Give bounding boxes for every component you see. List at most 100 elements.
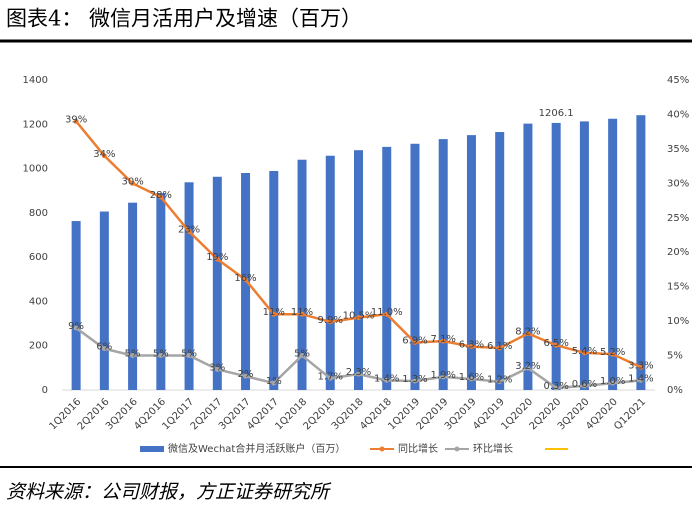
point bbox=[497, 345, 503, 351]
point bbox=[130, 180, 136, 186]
data-label: 1.4% bbox=[374, 373, 399, 384]
point bbox=[525, 365, 531, 371]
bar bbox=[269, 171, 279, 390]
point bbox=[299, 353, 305, 359]
data-label: 1.2% bbox=[487, 375, 512, 386]
point bbox=[186, 353, 192, 359]
data-label: 5% bbox=[125, 349, 141, 360]
point bbox=[186, 229, 192, 235]
y-tick-label: 800 bbox=[29, 208, 48, 219]
point bbox=[356, 371, 361, 377]
point bbox=[638, 364, 644, 370]
bar bbox=[636, 115, 646, 390]
data-label: 7.1% bbox=[431, 334, 456, 345]
y2-tick-label: 30% bbox=[667, 178, 689, 189]
point bbox=[130, 353, 136, 359]
bar bbox=[297, 159, 307, 390]
data-label: 1.7% bbox=[318, 371, 343, 382]
bar bbox=[438, 139, 448, 390]
bar bbox=[579, 121, 589, 391]
point bbox=[243, 277, 249, 283]
y2-tick-label: 20% bbox=[667, 247, 689, 258]
data-label: 5.2% bbox=[600, 347, 625, 358]
bar bbox=[608, 118, 618, 390]
point bbox=[271, 311, 277, 317]
y2-tick-label: 35% bbox=[667, 144, 689, 155]
bar bbox=[156, 193, 166, 390]
data-label: 2% bbox=[238, 369, 254, 380]
point bbox=[440, 374, 446, 380]
data-label: 19% bbox=[206, 252, 228, 263]
data-label: 8.2% bbox=[515, 327, 540, 338]
point bbox=[610, 380, 616, 386]
data-label: 1.4% bbox=[628, 373, 653, 384]
point bbox=[214, 256, 220, 262]
data-label: 1% bbox=[266, 376, 282, 387]
point bbox=[412, 378, 418, 384]
data-label: 1.6% bbox=[459, 372, 484, 383]
point bbox=[638, 377, 644, 383]
point bbox=[327, 319, 333, 325]
data-label: 11% bbox=[263, 307, 285, 318]
data-label: 3.3% bbox=[628, 360, 653, 371]
x-tick-label: Q12021 bbox=[612, 396, 648, 432]
point bbox=[101, 346, 107, 352]
bar bbox=[495, 132, 505, 391]
point bbox=[440, 338, 446, 344]
bar bbox=[354, 150, 363, 390]
data-label: 1206.1 bbox=[539, 108, 574, 119]
data-label: 5% bbox=[153, 349, 169, 360]
data-label: 34% bbox=[93, 149, 115, 160]
point bbox=[271, 380, 277, 386]
data-label: 3.2% bbox=[515, 361, 540, 372]
data-label: 30% bbox=[121, 176, 143, 187]
data-label: 5% bbox=[181, 349, 197, 360]
point bbox=[158, 353, 164, 359]
point bbox=[610, 351, 616, 357]
point bbox=[384, 311, 390, 317]
y2-tick-label: 5% bbox=[667, 351, 683, 362]
point bbox=[214, 366, 220, 372]
data-label: 5.4% bbox=[572, 346, 597, 357]
legend-swatch bbox=[140, 446, 164, 452]
y2-tick-label: 10% bbox=[667, 316, 689, 327]
point bbox=[525, 331, 531, 337]
y2-tick-label: 25% bbox=[667, 213, 689, 224]
data-label: 1.0% bbox=[600, 376, 625, 387]
data-label: 16% bbox=[234, 273, 256, 284]
point bbox=[299, 311, 305, 317]
legend-label: 微信及Wechat合并月活跃账户（百万） bbox=[168, 442, 345, 455]
data-label: 3% bbox=[209, 362, 225, 373]
point bbox=[412, 339, 418, 345]
data-label: 28% bbox=[150, 190, 172, 201]
y-tick-label: 600 bbox=[29, 252, 48, 263]
data-label: 0.3% bbox=[543, 381, 568, 392]
data-label: 39% bbox=[65, 114, 87, 125]
bar bbox=[382, 146, 392, 390]
data-label: 9% bbox=[68, 321, 84, 332]
data-label: 11% bbox=[291, 307, 313, 318]
point bbox=[581, 383, 587, 389]
point bbox=[73, 325, 79, 331]
legend-swatch bbox=[379, 446, 385, 452]
data-label: 1.3% bbox=[402, 374, 427, 385]
data-label: 6.9% bbox=[402, 335, 427, 346]
bar bbox=[184, 182, 194, 390]
data-label: 23% bbox=[178, 225, 200, 236]
bar bbox=[551, 122, 561, 390]
y-tick-label: 1000 bbox=[23, 164, 48, 175]
bar bbox=[128, 202, 138, 390]
point bbox=[497, 379, 503, 385]
y-tick-label: 200 bbox=[29, 341, 48, 352]
bar bbox=[99, 211, 109, 390]
data-label: 10.5% bbox=[343, 311, 375, 322]
point bbox=[356, 315, 361, 321]
point bbox=[384, 377, 390, 383]
data-label: 1.9% bbox=[431, 370, 456, 381]
data-label: 11.0% bbox=[371, 307, 403, 318]
y2-tick-label: 40% bbox=[667, 109, 689, 120]
data-label: 5% bbox=[294, 349, 310, 360]
source: 资料来源：公司财报，方正证券研究所 bbox=[6, 481, 332, 503]
chart-title: 图表4： 微信月活用户及增速（百万） bbox=[6, 7, 362, 31]
